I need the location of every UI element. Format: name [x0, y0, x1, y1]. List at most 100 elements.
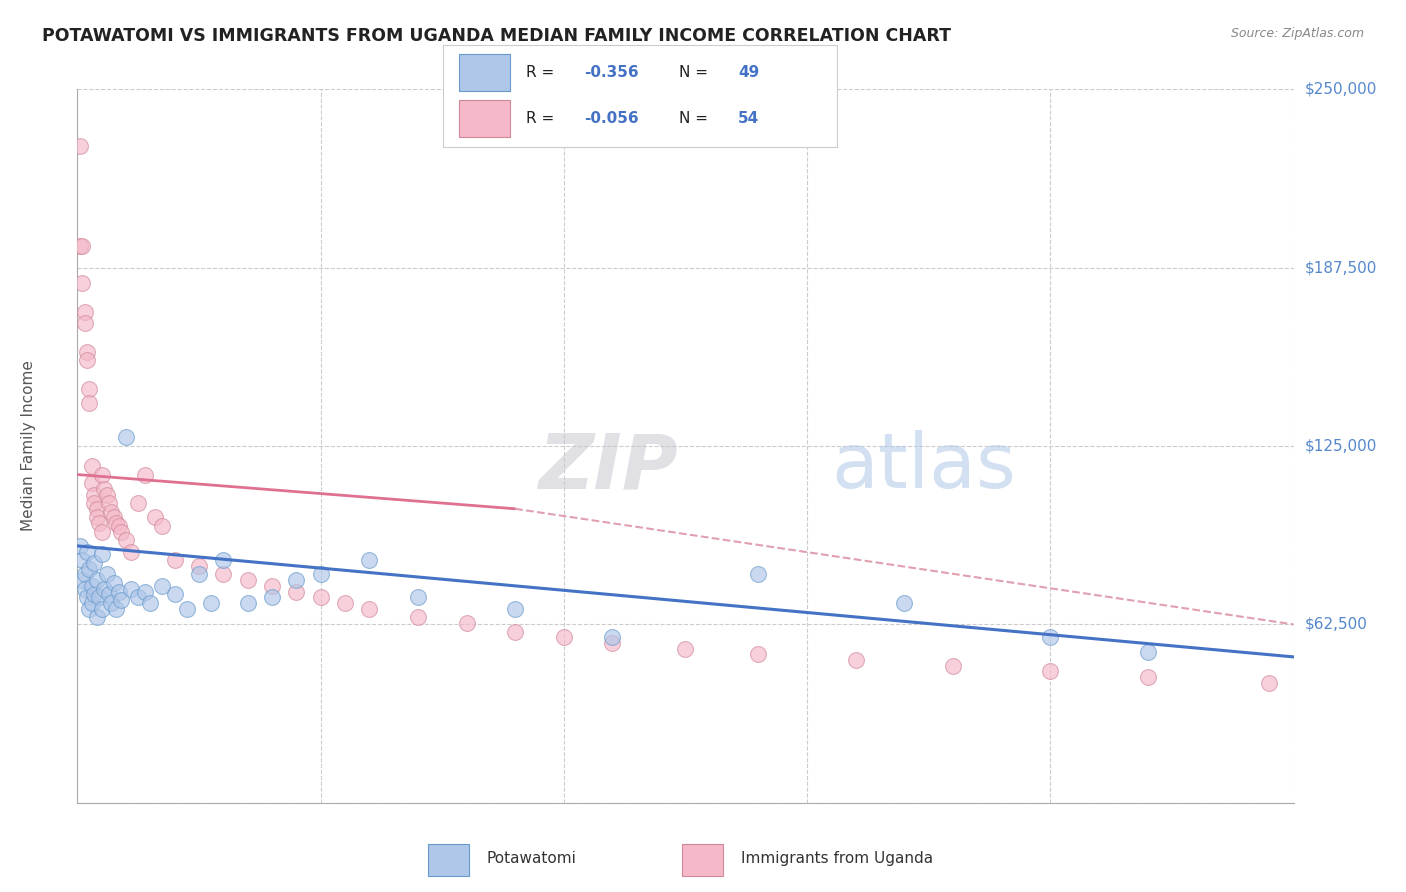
Point — [69, 539, 91, 553]
Point — [115, 430, 138, 444]
Point — [79, 396, 101, 410]
Point — [1258, 676, 1281, 690]
Text: 49: 49 — [738, 65, 759, 79]
FancyBboxPatch shape — [458, 100, 510, 137]
Text: Median Family Income: Median Family Income — [21, 360, 37, 532]
Point — [97, 587, 120, 601]
Point — [69, 139, 91, 153]
Point — [76, 344, 98, 359]
Text: atlas: atlas — [831, 431, 1017, 504]
Point — [96, 567, 118, 582]
Point — [90, 524, 112, 539]
Point — [86, 510, 108, 524]
Text: $125,000: $125,000 — [1305, 439, 1376, 453]
Point — [503, 624, 526, 639]
Point — [80, 476, 103, 491]
Text: Immigrants from Uganda: Immigrants from Uganda — [741, 851, 932, 866]
Text: Source: ZipAtlas.com: Source: ZipAtlas.com — [1230, 27, 1364, 40]
Point — [553, 630, 575, 644]
Point — [79, 562, 101, 576]
Text: R =: R = — [526, 111, 554, 126]
Point — [893, 596, 915, 610]
Point — [143, 510, 166, 524]
Point — [163, 553, 186, 567]
Point — [76, 591, 98, 605]
Point — [89, 516, 111, 530]
Text: -0.356: -0.356 — [585, 65, 640, 79]
Point — [79, 382, 101, 396]
Point — [100, 505, 122, 519]
Point — [1136, 644, 1159, 658]
Point — [127, 591, 149, 605]
Point — [100, 596, 122, 610]
Point — [747, 567, 769, 582]
Point — [1039, 665, 1062, 679]
Point — [90, 548, 112, 562]
Point — [105, 601, 128, 615]
Point — [176, 601, 198, 615]
Point — [83, 496, 105, 510]
Point — [96, 487, 118, 501]
Text: N =: N = — [679, 111, 709, 126]
Point — [260, 579, 283, 593]
Text: R =: R = — [526, 65, 554, 79]
Point — [602, 636, 624, 650]
Point — [212, 567, 235, 582]
Point — [70, 277, 93, 291]
Point — [602, 630, 624, 644]
Point — [70, 573, 93, 587]
Point — [83, 556, 105, 570]
Point — [200, 596, 222, 610]
FancyBboxPatch shape — [458, 54, 510, 91]
Text: $62,500: $62,500 — [1305, 617, 1368, 632]
Point — [103, 510, 125, 524]
Point — [152, 579, 174, 593]
Text: POTAWATOMI VS IMMIGRANTS FROM UGANDA MEDIAN FAMILY INCOME CORRELATION CHART: POTAWATOMI VS IMMIGRANTS FROM UGANDA MED… — [42, 27, 952, 45]
Point — [456, 615, 478, 630]
Point — [86, 610, 108, 624]
Point — [97, 496, 120, 510]
Point — [83, 487, 105, 501]
Point — [69, 239, 91, 253]
Point — [73, 582, 96, 596]
Point — [79, 601, 101, 615]
Point — [70, 239, 93, 253]
Point — [73, 316, 96, 330]
Point — [115, 533, 138, 548]
Point — [942, 658, 965, 673]
Point — [105, 516, 128, 530]
Point — [359, 601, 381, 615]
Point — [89, 591, 111, 605]
Point — [86, 573, 108, 587]
Point — [103, 576, 125, 591]
Point — [110, 524, 132, 539]
Point — [359, 553, 381, 567]
Point — [675, 641, 697, 656]
Point — [134, 584, 156, 599]
Text: Potawatomi: Potawatomi — [486, 851, 576, 866]
Text: 54: 54 — [738, 111, 759, 126]
Point — [188, 558, 211, 573]
Point — [139, 596, 162, 610]
Point — [260, 591, 283, 605]
Point — [127, 496, 149, 510]
Point — [845, 653, 868, 667]
Point — [285, 573, 308, 587]
Point — [236, 573, 259, 587]
Point — [406, 591, 429, 605]
Point — [76, 353, 98, 368]
Point — [90, 467, 112, 482]
Text: N =: N = — [679, 65, 709, 79]
Point — [188, 567, 211, 582]
Point — [80, 458, 103, 473]
Point — [285, 584, 308, 599]
Point — [120, 582, 142, 596]
Point — [152, 519, 174, 533]
Text: $187,500: $187,500 — [1305, 260, 1376, 275]
FancyBboxPatch shape — [427, 844, 470, 876]
Text: $250,000: $250,000 — [1305, 82, 1376, 96]
Point — [70, 553, 93, 567]
Text: ZIP: ZIP — [540, 431, 679, 504]
Point — [90, 601, 112, 615]
Point — [236, 596, 259, 610]
